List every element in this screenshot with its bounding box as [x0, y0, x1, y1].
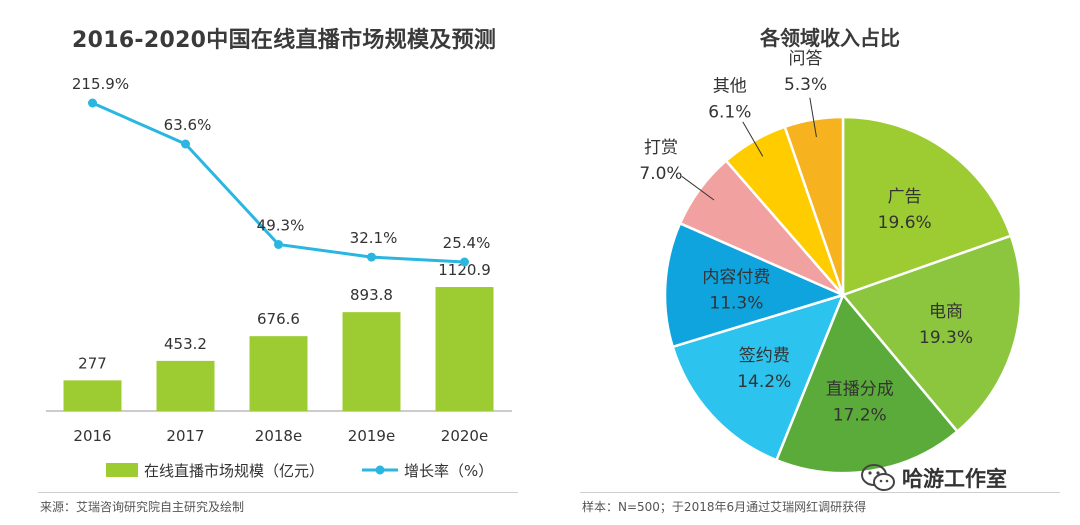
- market-size-chart-panel: 2016-2020中国在线直播市场规模及预测 277 2016 453.2 2017 6…: [38, 28, 518, 514]
- bar-value-label: 277: [78, 354, 107, 372]
- slice-value-label: 6.1%: [708, 102, 751, 122]
- revenue-share-chart-panel: 各领域收入占比 广告 19.6% 电商 19.3% 直播分成 17.2% 签约费 14.2% 内…: [540, 0, 1080, 525]
- growth-rate-label: 25.4%: [443, 234, 491, 252]
- bar: [156, 360, 215, 411]
- bar: [342, 312, 401, 411]
- pie-slice: [774, 292, 960, 475]
- bar-value-label: 893.8: [350, 286, 393, 304]
- slice-leader-line: [681, 176, 715, 201]
- x-tick-label: 2018e: [255, 427, 302, 445]
- slice-value-label: 19.3%: [919, 328, 973, 348]
- bar-value-label: 453.2: [164, 335, 207, 353]
- legend-bar-swatch: [106, 463, 138, 477]
- bar-value-label: 676.6: [257, 310, 300, 328]
- market-size-chart: 277 2016 453.2 2017 676.6 2018e 893.8 2019e 1120…: [46, 75, 512, 480]
- slice-value-label: 17.2%: [833, 405, 887, 425]
- growth-rate-point: [181, 139, 190, 149]
- x-tick-label: 2016: [73, 427, 111, 445]
- growth-rate-label: 49.3%: [257, 216, 305, 234]
- slice-name-label: 其他: [713, 76, 747, 96]
- revenue-share-pie-chart: 广告 19.6% 电商 19.3% 直播分成 17.2% 签约费 14.2% 内容付费 11.3%…: [639, 49, 1023, 475]
- growth-rate-line: [91, 101, 465, 264]
- pie-slice: [663, 221, 847, 349]
- x-tick-label: 2020e: [441, 427, 488, 445]
- bar: [435, 287, 494, 411]
- x-tick-label: 2019e: [348, 427, 395, 445]
- growth-rate-label: 63.6%: [164, 116, 212, 134]
- slice-name-label: 问答: [789, 49, 823, 69]
- left-source-note: 来源：艾瑞咨询研究院自主研究及绘制: [40, 500, 245, 514]
- slice-leader-line: [809, 97, 817, 138]
- slice-name-label: 内容付费: [702, 268, 770, 288]
- right-source-note: 样本：N=500；于2018年6月通过艾瑞网红调研获得: [582, 500, 867, 514]
- left-divider: [38, 492, 518, 493]
- growth-rate-label: 32.1%: [350, 229, 398, 247]
- legend-line-label: 增长率（%）: [404, 462, 493, 480]
- slice-value-label: 19.6%: [878, 213, 932, 233]
- legend-line-marker: [375, 465, 385, 475]
- right-divider: [580, 492, 1060, 493]
- wechat-icon: [861, 464, 895, 491]
- slice-name-label: 广告: [888, 187, 922, 207]
- growth-rate-label: 215.9%: [72, 75, 129, 93]
- pie-slice: [840, 234, 1023, 434]
- slice-value-label: 14.2%: [737, 372, 791, 392]
- x-tick-label: 2017: [166, 427, 204, 445]
- revenue-share-chart-title: 各领域收入占比: [760, 26, 900, 50]
- slice-value-label: 5.3%: [784, 75, 827, 95]
- market-size-chart-title: 2016-2020中国在线直播市场规模及预测: [72, 28, 497, 53]
- slice-name-label: 打赏: [644, 138, 678, 158]
- slice-name-label: 直播分成: [826, 379, 894, 399]
- growth-rate-point: [88, 98, 97, 108]
- legend-bar-label: 在线直播市场规模（亿元）: [144, 462, 324, 480]
- bar: [249, 336, 308, 411]
- watermark-text: 哈游工作室: [902, 467, 1007, 491]
- slice-name-label: 签约费: [739, 346, 790, 366]
- growth-rate-point: [274, 239, 283, 249]
- slice-leader-line: [742, 121, 764, 157]
- bar: [63, 380, 122, 411]
- growth-rate-point: [367, 252, 376, 262]
- growth-rate-point: [460, 257, 469, 267]
- slice-name-label: 电商: [929, 302, 963, 322]
- bar-value-label: 1120.9: [438, 261, 491, 279]
- watermark: 哈游工作室: [860, 460, 1007, 496]
- slice-value-label: 7.0%: [639, 164, 682, 184]
- slice-value-label: 11.3%: [709, 294, 763, 314]
- pie-slice: [671, 293, 846, 462]
